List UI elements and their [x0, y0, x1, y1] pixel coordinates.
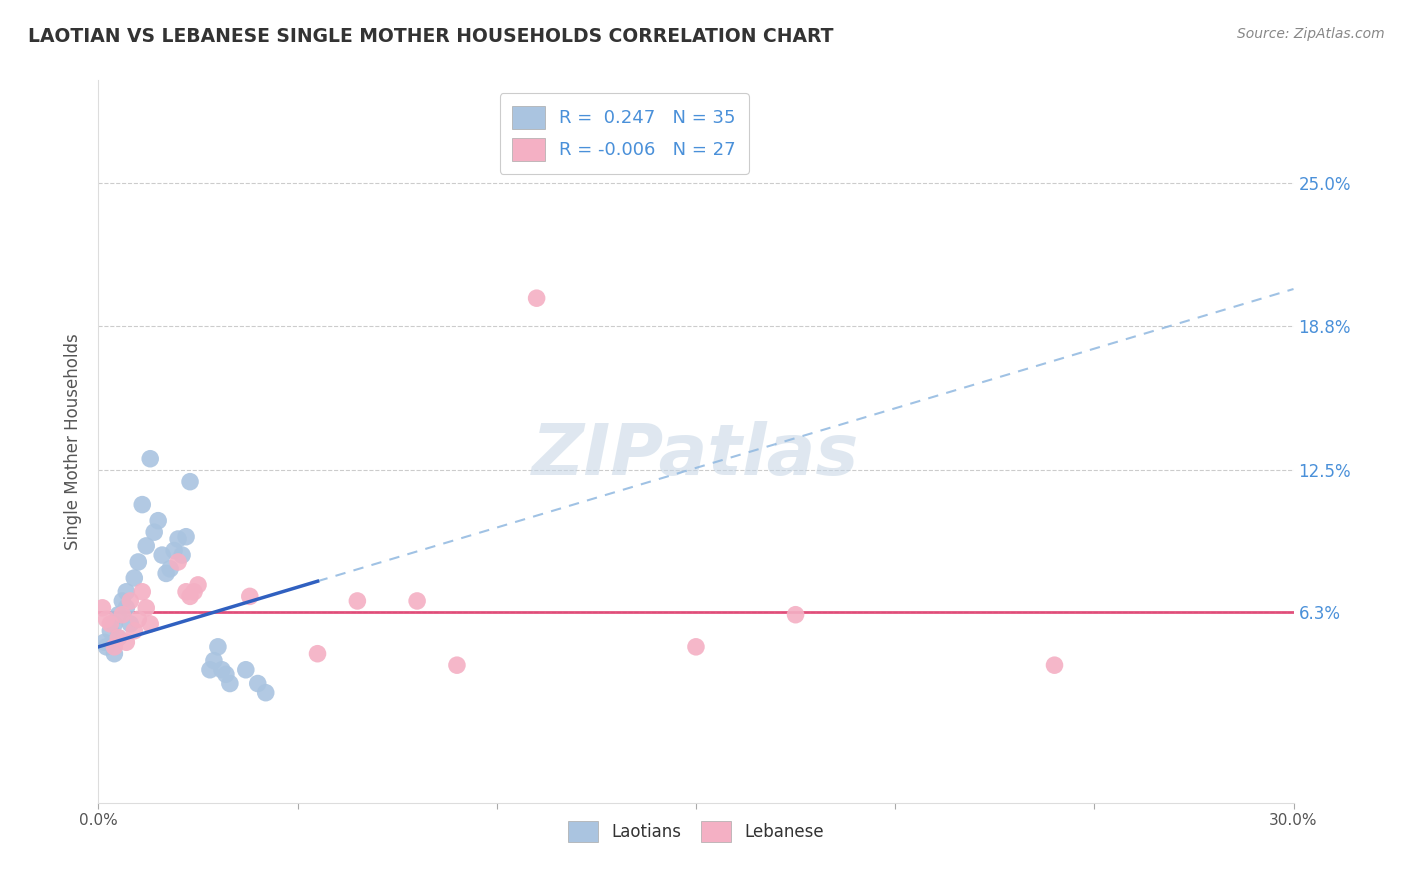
Point: [124, 571, 146, 585]
Point: [446, 658, 468, 673]
Point: [127, 612, 149, 626]
Point: [103, 640, 125, 654]
Point: [219, 676, 242, 690]
Point: [685, 640, 707, 654]
Point: [155, 566, 177, 581]
Y-axis label: Single Mother Households: Single Mother Households: [63, 334, 82, 549]
Point: [167, 532, 190, 546]
Point: [103, 647, 125, 661]
Point: [98, 616, 122, 631]
Point: [143, 525, 166, 540]
Point: [187, 578, 209, 592]
Point: [111, 594, 134, 608]
Point: [148, 514, 170, 528]
Point: [198, 663, 221, 677]
Point: [235, 663, 257, 677]
Point: [174, 530, 197, 544]
Point: [115, 584, 138, 599]
Point: [307, 647, 329, 661]
Point: [406, 594, 429, 608]
Point: [107, 631, 129, 645]
Point: [115, 635, 138, 649]
Point: [93, 635, 115, 649]
Point: [167, 555, 190, 569]
Text: Source: ZipAtlas.com: Source: ZipAtlas.com: [1237, 27, 1385, 41]
Point: [179, 590, 201, 604]
Point: [120, 594, 142, 608]
Point: [207, 640, 229, 654]
Point: [135, 539, 157, 553]
Point: [127, 555, 149, 569]
Point: [239, 590, 262, 604]
Point: [202, 654, 225, 668]
Point: [131, 584, 153, 599]
Point: [91, 600, 114, 615]
Point: [215, 667, 238, 681]
Point: [139, 451, 162, 466]
Legend: Laotians, Lebanese: Laotians, Lebanese: [561, 814, 831, 848]
Point: [785, 607, 807, 622]
Point: [183, 584, 205, 599]
Point: [346, 594, 368, 608]
Point: [211, 663, 233, 677]
Text: LAOTIAN VS LEBANESE SINGLE MOTHER HOUSEHOLDS CORRELATION CHART: LAOTIAN VS LEBANESE SINGLE MOTHER HOUSEH…: [28, 27, 834, 45]
Point: [174, 584, 197, 599]
Point: [526, 291, 548, 305]
Point: [98, 624, 122, 638]
Point: [96, 612, 118, 626]
Point: [179, 475, 201, 489]
Point: [120, 616, 142, 631]
Point: [124, 624, 146, 638]
Point: [107, 607, 129, 622]
Point: [135, 600, 157, 615]
Point: [139, 616, 162, 631]
Point: [107, 631, 129, 645]
Text: ZIPatlas: ZIPatlas: [533, 422, 859, 491]
Point: [1043, 658, 1066, 673]
Point: [246, 676, 269, 690]
Point: [163, 543, 186, 558]
Point: [254, 686, 277, 700]
Point: [172, 548, 194, 562]
Point: [115, 600, 138, 615]
Point: [96, 640, 118, 654]
Point: [159, 562, 181, 576]
Point: [150, 548, 173, 562]
Point: [131, 498, 153, 512]
Point: [111, 607, 134, 622]
Point: [103, 616, 125, 631]
